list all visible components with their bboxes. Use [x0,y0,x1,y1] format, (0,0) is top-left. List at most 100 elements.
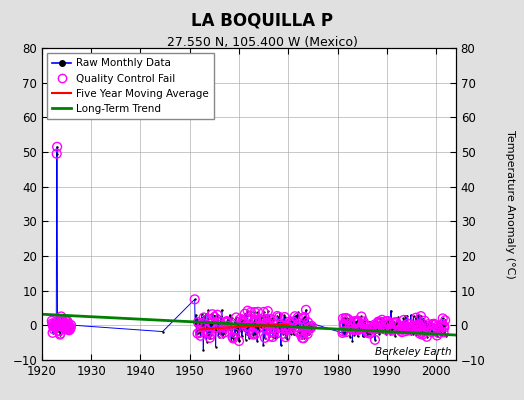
Point [390,321,399,328]
Point [392,320,401,326]
Point [375,331,383,337]
Point [371,337,379,343]
Point [273,313,281,319]
Point [217,307,226,313]
Point [259,309,268,315]
Point [414,312,422,319]
Point [432,328,440,334]
Point [288,324,296,330]
Point [344,316,353,322]
Point [254,309,262,315]
Point [56,330,64,337]
Point [430,320,438,327]
Point [368,324,376,330]
Point [264,326,272,332]
Point [304,319,312,326]
Point [375,325,384,331]
Point [398,329,406,335]
Point [406,327,414,334]
Point [50,326,58,332]
Point [51,324,60,330]
Point [429,328,437,335]
Point [372,324,380,330]
Point [216,322,225,328]
Point [263,320,271,326]
Point [307,325,315,331]
Point [227,330,235,336]
Point [399,317,408,323]
Point [355,318,363,324]
Point [342,329,351,335]
Point [359,318,368,325]
Point [59,324,68,331]
Point [223,319,231,326]
Point [270,325,279,331]
Point [401,328,410,334]
Point [417,313,425,319]
Point [363,331,372,338]
Point [301,316,309,322]
Point [210,314,219,320]
Point [67,324,75,331]
Point [277,326,286,332]
Point [399,315,408,322]
Point [287,316,296,322]
Point [303,320,311,326]
Point [261,321,270,327]
Legend: Raw Monthly Data, Quality Control Fail, Five Year Moving Average, Long-Term Tren: Raw Monthly Data, Quality Control Fail, … [47,53,214,119]
Point [206,332,215,338]
Point [238,316,247,323]
Point [433,323,442,330]
Point [295,329,303,336]
Point [340,321,348,327]
Point [260,316,269,322]
Point [381,318,389,325]
Point [438,321,446,328]
Point [382,326,390,333]
Point [398,325,407,332]
Point [67,324,75,331]
Point [284,330,292,336]
Point [222,319,231,326]
Point [383,320,391,326]
Point [416,323,424,329]
Point [247,320,256,327]
Point [54,321,62,328]
Point [276,310,284,316]
Text: Berkeley Earth: Berkeley Earth [375,347,452,357]
Point [204,316,212,322]
Point [60,324,68,331]
Point [64,325,73,331]
Point [363,330,372,336]
Point [352,319,360,325]
Point [242,311,250,318]
Point [340,324,348,330]
Point [303,331,312,337]
Point [299,316,307,322]
Point [403,324,412,330]
Point [201,324,210,330]
Point [57,322,65,328]
Point [230,331,238,337]
Point [383,318,391,325]
Point [350,318,358,324]
Point [415,327,423,334]
Point [435,322,443,329]
Point [60,321,68,327]
Point [304,325,313,331]
Point [281,323,289,330]
Point [385,321,394,328]
Point [367,326,375,332]
Point [428,317,436,323]
Point [372,324,380,330]
Point [300,314,309,320]
Point [201,324,209,330]
Point [301,328,310,335]
Point [224,322,233,328]
Point [364,325,372,332]
Point [51,324,60,330]
Point [274,323,282,330]
Point [65,327,73,334]
Point [213,324,222,331]
Point [204,330,213,336]
